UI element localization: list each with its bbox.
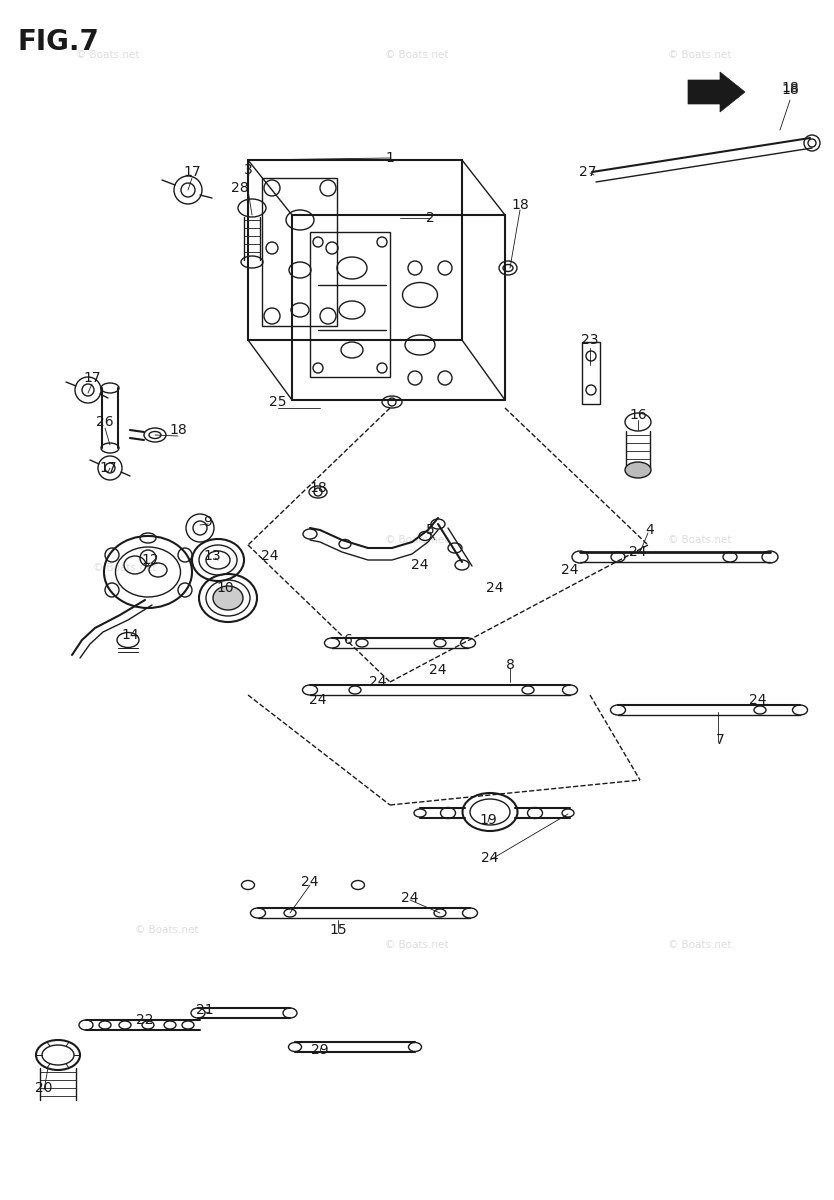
Polygon shape bbox=[688, 72, 745, 112]
Text: © Boats.net: © Boats.net bbox=[668, 50, 731, 60]
Text: 3: 3 bbox=[244, 163, 253, 176]
Text: 19: 19 bbox=[479, 814, 497, 827]
Text: 27: 27 bbox=[580, 164, 597, 179]
Bar bbox=[262, 178, 337, 326]
Text: 24: 24 bbox=[411, 558, 429, 572]
Text: 16: 16 bbox=[629, 408, 647, 422]
Text: 24: 24 bbox=[749, 692, 766, 707]
Text: 17: 17 bbox=[99, 461, 117, 475]
Text: © Boats.net: © Boats.net bbox=[385, 50, 449, 60]
Text: 24: 24 bbox=[629, 545, 646, 559]
Text: 24: 24 bbox=[561, 563, 579, 577]
Text: 18: 18 bbox=[169, 422, 187, 437]
Text: 24: 24 bbox=[261, 550, 279, 563]
Ellipse shape bbox=[625, 462, 651, 478]
Text: © Boats.net: © Boats.net bbox=[385, 535, 449, 545]
Text: 24: 24 bbox=[301, 875, 319, 889]
Text: 24: 24 bbox=[430, 662, 447, 677]
Text: 24: 24 bbox=[481, 851, 499, 865]
Text: 23: 23 bbox=[581, 332, 599, 347]
Text: 28: 28 bbox=[231, 181, 249, 194]
Text: 22: 22 bbox=[136, 1013, 153, 1027]
Text: 6: 6 bbox=[344, 634, 353, 647]
Text: FIG.7: FIG.7 bbox=[18, 28, 100, 56]
Text: 18: 18 bbox=[511, 198, 529, 212]
Text: © Boats.net: © Boats.net bbox=[668, 535, 731, 545]
Text: 14: 14 bbox=[121, 628, 138, 642]
Text: 8: 8 bbox=[505, 658, 515, 672]
Text: 1: 1 bbox=[385, 151, 394, 164]
Bar bbox=[310, 232, 390, 377]
Text: © Boats.net: © Boats.net bbox=[135, 925, 198, 935]
Text: 17: 17 bbox=[183, 164, 201, 179]
Text: 13: 13 bbox=[203, 550, 221, 563]
Text: 4: 4 bbox=[646, 523, 655, 538]
Text: 21: 21 bbox=[196, 1003, 214, 1018]
Text: 29: 29 bbox=[311, 1043, 329, 1057]
Text: © Boats.net: © Boats.net bbox=[385, 940, 449, 950]
Text: 18: 18 bbox=[781, 80, 799, 95]
Text: 24: 24 bbox=[401, 890, 419, 905]
Text: 24: 24 bbox=[369, 674, 387, 689]
Text: 25: 25 bbox=[269, 395, 287, 409]
Text: 9: 9 bbox=[203, 515, 213, 529]
Text: 15: 15 bbox=[329, 923, 347, 937]
Text: 5: 5 bbox=[425, 523, 435, 538]
Text: 18: 18 bbox=[781, 83, 799, 97]
Text: 26: 26 bbox=[96, 415, 113, 428]
Text: 12: 12 bbox=[141, 553, 158, 566]
Text: 18: 18 bbox=[309, 481, 327, 494]
Text: 20: 20 bbox=[35, 1081, 53, 1094]
Text: 2: 2 bbox=[425, 211, 435, 226]
Text: 24: 24 bbox=[486, 581, 504, 595]
Text: 17: 17 bbox=[83, 371, 101, 385]
Text: © Boats.net: © Boats.net bbox=[93, 563, 157, 572]
Bar bbox=[582, 342, 600, 404]
Text: 7: 7 bbox=[716, 733, 725, 746]
Ellipse shape bbox=[213, 586, 243, 610]
Text: © Boats.net: © Boats.net bbox=[668, 940, 731, 950]
Text: 10: 10 bbox=[216, 581, 234, 595]
Text: © Boats.net: © Boats.net bbox=[76, 50, 140, 60]
Text: 24: 24 bbox=[309, 692, 327, 707]
